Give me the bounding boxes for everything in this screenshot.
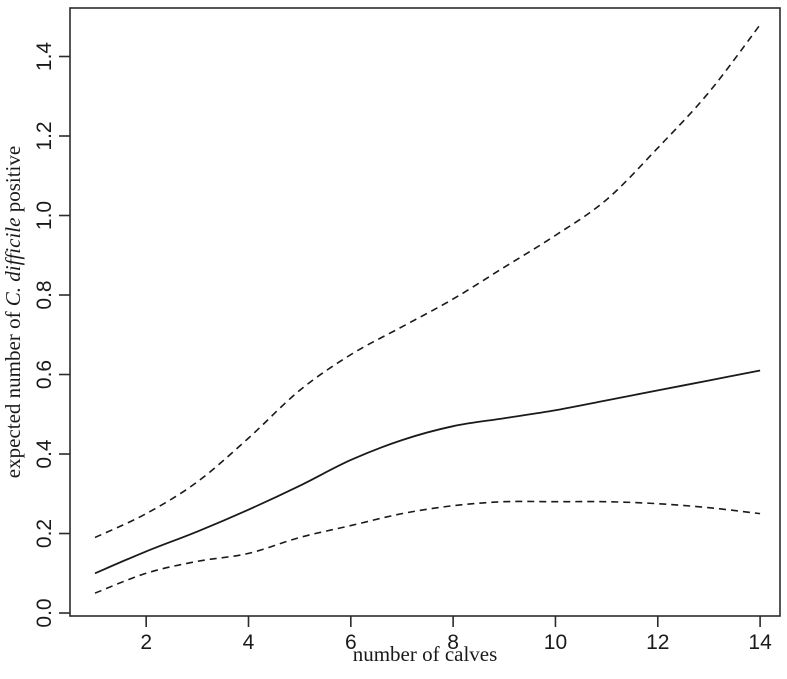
y-axis-tick-label: 1.2: [33, 121, 56, 150]
x-axis-tick-label: 8: [447, 631, 459, 654]
y-axis-tick-label: 0.8: [33, 280, 56, 309]
y-axis-title-italic: C. difficile: [1, 218, 25, 307]
y-axis-tick-label: 0.2: [33, 519, 56, 548]
x-axis-tick-label: 6: [345, 631, 357, 654]
y-axis-tick-label: 0.4: [33, 439, 56, 469]
x-axis-tick-label: 4: [243, 631, 255, 654]
x-axis-title: number of calves: [353, 642, 498, 666]
y-axis-tick-label: 0.0: [33, 598, 56, 627]
upper-95ci-curve: [94, 24, 761, 539]
plot-border: [69, 7, 781, 617]
y-axis-title-prefix: expected number of: [1, 306, 25, 478]
y-axis: 0.0 0.2 0.4 0.6 0.8 1.0 1.2 1.4: [33, 42, 70, 628]
y-axis-title: expected number of C. difficile positive: [1, 146, 25, 478]
x-axis-tick-label: 10: [544, 631, 567, 654]
fitted-expected-number-curve: [94, 369, 761, 575]
y-axis-tick-label: 0.6: [33, 360, 56, 389]
y-axis-title-suffix: positive: [1, 146, 25, 218]
y-axis-tick-label: 1.0: [33, 201, 56, 230]
x-axis-tick-label: 12: [646, 631, 669, 654]
curves-group: [94, 24, 761, 594]
plot-frame-group: [69, 7, 781, 617]
lower-95ci-curve: [94, 500, 761, 594]
y-axis-tick-label: 1.4: [33, 42, 56, 72]
x-axis-tick-label: 14: [748, 631, 772, 654]
x-axis: 2 4 6 8 10 12 14: [140, 616, 772, 654]
x-axis-tick-label: 2: [140, 631, 152, 654]
